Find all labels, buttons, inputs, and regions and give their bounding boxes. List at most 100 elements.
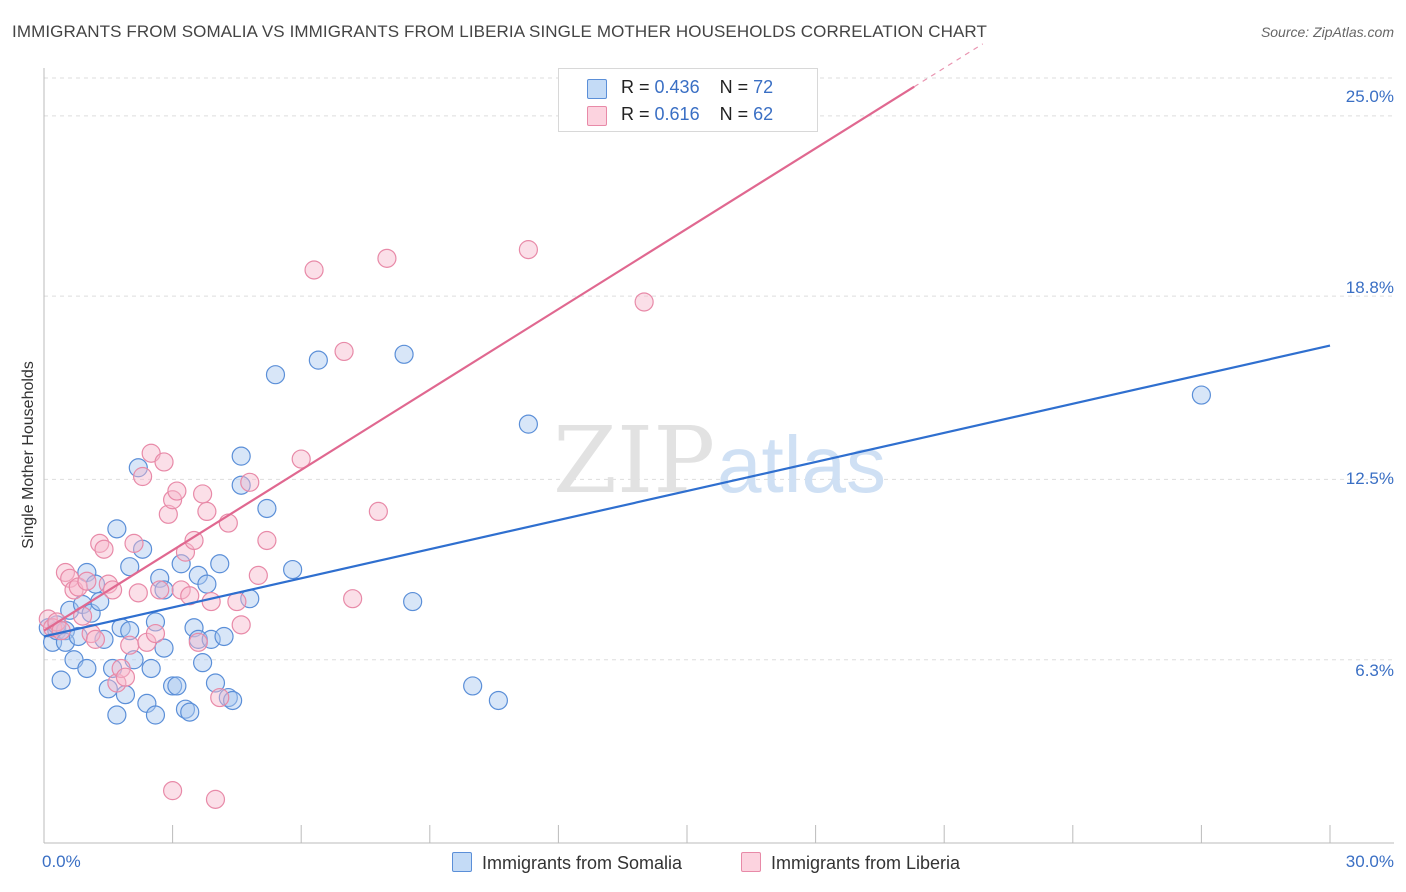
gridlines: [44, 77, 1394, 661]
n-label: N =: [719, 104, 749, 124]
liberia-point: [163, 781, 183, 801]
y-tick-label-6-3: 6.3%: [1355, 661, 1394, 680]
liberia-legend-swatch: [741, 852, 761, 872]
liberia-point: [120, 635, 140, 655]
liberia-point: [188, 632, 208, 652]
liberia-point: [145, 623, 166, 644]
liberia-point: [210, 687, 230, 708]
legend-item-somalia[interactable]: Immigrants from Somalia: [452, 852, 682, 874]
somalia-point: [180, 702, 200, 722]
axes: [43, 68, 1394, 844]
liberia-point: [291, 449, 311, 469]
liberia-point: [132, 466, 153, 487]
liberia-point: [197, 501, 217, 522]
somalia-point: [403, 591, 423, 612]
y-axis-label: Single Mother Households: [20, 361, 37, 549]
liberia-point: [180, 586, 200, 606]
somalia-point: [488, 690, 508, 711]
r-label: R =: [621, 104, 650, 124]
somalia-point: [205, 673, 226, 693]
somalia-point: [394, 344, 414, 364]
y-tick-label-25: 25.0%: [1345, 87, 1394, 106]
somalia-point: [193, 653, 213, 673]
somalia-point: [154, 580, 174, 600]
y-tick-label-18-8: 18.8%: [1345, 278, 1394, 297]
liberia-trend-extension: [913, 43, 984, 88]
liberia-point: [154, 452, 174, 472]
liberia-point: [184, 530, 204, 551]
somalia-point: [283, 559, 303, 580]
liberia-point: [150, 580, 170, 600]
somalia-point: [120, 621, 140, 641]
liberia-point: [304, 260, 324, 280]
somalia-r-value: 0.436: [654, 77, 700, 97]
liberia-point: [205, 789, 226, 809]
somalia-point: [257, 498, 277, 519]
somalia-point: [128, 458, 148, 478]
liberia-point: [158, 504, 178, 524]
stats-legend: R = 0.436 N = 72 R = 0.616 N = 62: [558, 68, 818, 132]
somalia-point: [214, 626, 234, 647]
somalia-point: [463, 676, 483, 696]
legend-item-liberia[interactable]: Immigrants from Liberia: [741, 852, 960, 874]
somalia-point: [120, 557, 140, 577]
source-credit: Source: ZipAtlas.com: [1260, 24, 1394, 40]
liberia-point: [124, 533, 144, 553]
liberia-point: [77, 571, 97, 591]
somalia-point: [107, 705, 127, 725]
liberia-point: [128, 583, 148, 603]
liberia-swatch: [587, 106, 607, 126]
trend-lines: [43, 43, 1331, 638]
liberia-point: [368, 501, 388, 522]
somalia-points: [38, 344, 1212, 725]
legend-label-liberia: Immigrants from Liberia: [771, 853, 961, 873]
liberia-point: [634, 292, 654, 312]
somalia-n-value: 72: [753, 77, 774, 97]
somalia-point: [171, 554, 191, 574]
y-tick-label-12-5: 12.5%: [1345, 469, 1394, 488]
somalia-point: [145, 705, 166, 725]
legend-label-somalia: Immigrants from Somalia: [482, 853, 683, 873]
watermark-zip: ZIP: [553, 407, 715, 514]
liberia-point: [111, 658, 131, 679]
liberia-point: [94, 539, 114, 559]
liberia-r-value: 0.616: [654, 104, 700, 124]
somalia-point: [77, 658, 97, 679]
somalia-point: [1191, 385, 1212, 405]
somalia-point: [265, 365, 286, 385]
liberia-n-value: 62: [753, 104, 774, 124]
somalia-point: [231, 446, 251, 466]
somalia-point: [197, 574, 217, 594]
somalia-point: [51, 670, 71, 690]
liberia-point: [231, 615, 251, 635]
somalia-point: [107, 519, 127, 539]
liberia-point: [334, 341, 354, 362]
liberia-point: [201, 591, 221, 612]
somalia-point: [518, 414, 538, 434]
n-label: N =: [719, 77, 749, 97]
liberia-point: [240, 472, 260, 492]
liberia-point: [167, 481, 187, 501]
r-label: R =: [621, 77, 650, 97]
liberia-point: [343, 589, 363, 609]
x-tick-label-max: 30.0%: [1345, 852, 1394, 871]
somalia-trend-line: [43, 344, 1331, 638]
liberia-point: [248, 565, 268, 585]
liberia-points: [38, 240, 654, 809]
liberia-point: [85, 629, 106, 649]
somalia-point: [163, 676, 183, 696]
somalia-point: [184, 618, 204, 638]
liberia-point: [115, 667, 136, 687]
liberia-trend-line: [43, 85, 915, 632]
somalia-point: [141, 658, 161, 679]
liberia-point: [377, 248, 397, 268]
x-tick-label-min: 0.0%: [42, 852, 81, 871]
somalia-point: [154, 638, 174, 658]
liberia-point: [193, 484, 213, 504]
somalia-point: [308, 350, 328, 370]
somalia-point: [167, 676, 187, 696]
somalia-point: [210, 554, 230, 574]
somalia-legend-swatch: [452, 852, 472, 872]
liberia-point: [257, 530, 277, 551]
